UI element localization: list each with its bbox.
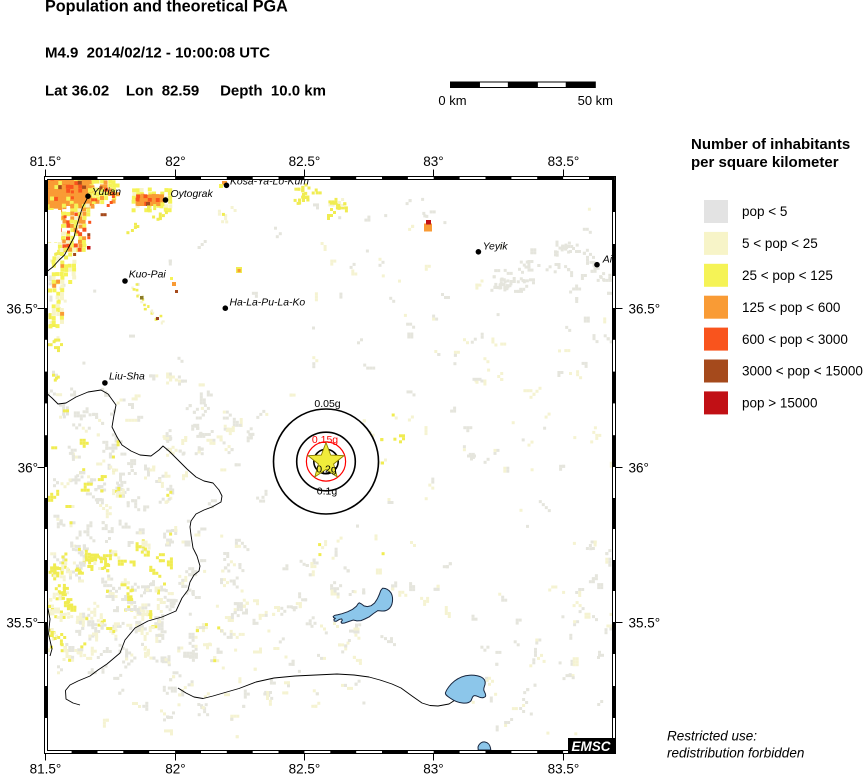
svg-text:83.5°: 83.5° (548, 762, 580, 775)
svg-text:Restricted use:: Restricted use: (667, 729, 757, 744)
svg-text:82.5°: 82.5° (289, 154, 321, 169)
svg-text:36.5°: 36.5° (629, 301, 661, 316)
svg-text:83°: 83° (423, 762, 443, 775)
svg-text:83°: 83° (423, 154, 443, 169)
svg-text:Ai-: Ai- (602, 255, 616, 266)
svg-text:0.1g: 0.1g (317, 486, 338, 498)
svg-text:35.5°: 35.5° (629, 615, 661, 630)
svg-text:Number of inhabitants: Number of inhabitants (691, 136, 850, 153)
svg-text:Kosa-Ya-Lo-Kum: Kosa-Ya-Lo-Kum (230, 177, 309, 188)
svg-text:EMSC: EMSC (572, 739, 611, 754)
svg-text:M4.9 2014/02/12 - 10:00:08 UT: M4.9 2014/02/12 - 10:00:08 UTC (45, 45, 270, 62)
svg-text:Yeyik: Yeyik (483, 242, 509, 253)
svg-text:3000 < pop < 15000: 3000 < pop < 15000 (742, 364, 863, 379)
svg-text:Yutian: Yutian (92, 187, 121, 198)
svg-text:Population and theoretical PGA: Population and theoretical PGA (45, 0, 288, 16)
svg-text:pop > 15000: pop > 15000 (742, 396, 817, 411)
svg-text:81.5°: 81.5° (30, 154, 62, 169)
svg-text:82.5°: 82.5° (289, 762, 321, 775)
svg-text:Liu-Sha: Liu-Sha (109, 372, 145, 383)
svg-text:50 km: 50 km (578, 93, 613, 108)
svg-text:36°: 36° (18, 460, 38, 475)
svg-text:600 < pop < 3000: 600 < pop < 3000 (742, 332, 848, 347)
svg-text:redistribution forbidden: redistribution forbidden (667, 746, 804, 761)
svg-text:Oytograk: Oytograk (171, 189, 214, 200)
svg-text:0 km: 0 km (438, 93, 466, 108)
svg-text:pop < 5: pop < 5 (742, 204, 787, 219)
svg-text:Ha-La-Pu-La-Ko: Ha-La-Pu-La-Ko (230, 298, 306, 309)
svg-text:5 < pop < 25: 5 < pop < 25 (742, 236, 818, 251)
svg-text:25 < pop < 125: 25 < pop < 125 (742, 268, 833, 283)
svg-text:35.5°: 35.5° (6, 615, 38, 630)
svg-text:125 < pop < 600: 125 < pop < 600 (742, 300, 840, 315)
svg-text:83.5°: 83.5° (548, 154, 580, 169)
svg-text:Kuo-Pai: Kuo-Pai (129, 270, 167, 281)
svg-text:0.05g: 0.05g (314, 398, 340, 410)
svg-text:36°: 36° (629, 460, 649, 475)
svg-text:82°: 82° (165, 154, 185, 169)
svg-text:Lat 36.02 Lon 82.59 De: Lat 36.02 Lon 82.59 Depth 10.0 km (45, 83, 326, 100)
svg-text:0.2g: 0.2g (316, 464, 337, 476)
svg-text:per square kilometer: per square kilometer (691, 154, 839, 171)
svg-text:36.5°: 36.5° (6, 301, 38, 316)
svg-text:81.5°: 81.5° (30, 762, 62, 775)
svg-text:82°: 82° (165, 762, 185, 775)
svg-text:0.15g: 0.15g (312, 434, 338, 446)
